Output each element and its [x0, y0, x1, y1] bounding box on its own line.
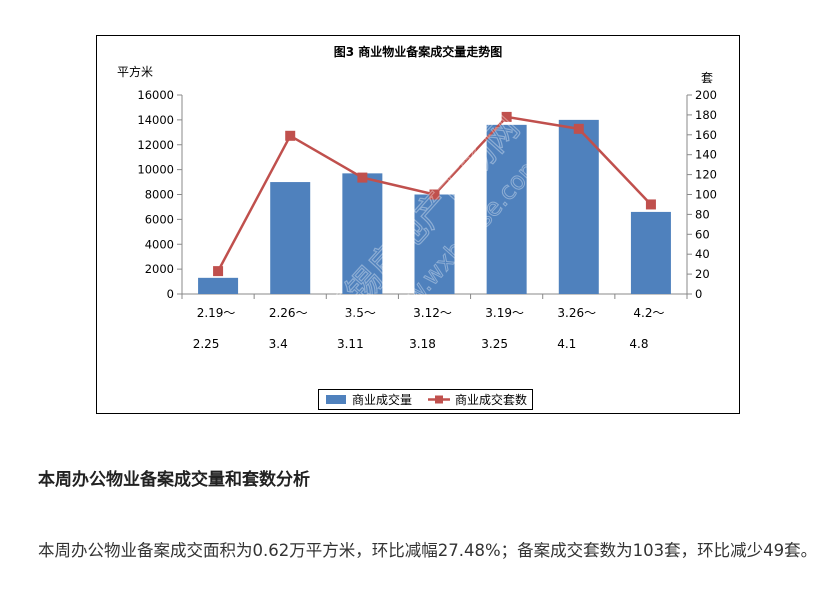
line-point: [357, 172, 368, 183]
y-right-tick-label: 80: [695, 207, 710, 221]
x-tick-label: 3.26～: [557, 306, 596, 320]
y-left-tick-label: 8000: [145, 188, 174, 202]
y-left-tick-label: 16000: [137, 88, 174, 102]
y-right-tick-label: 40: [695, 247, 710, 261]
y-right-tick-label: 160: [695, 128, 717, 142]
x-tick-label: 3.25: [481, 337, 508, 351]
y-right-tick-label: 60: [695, 227, 710, 241]
x-tick-label: 2.26～: [269, 306, 308, 320]
x-tick-label: 4.1: [557, 337, 576, 351]
legend-line-marker: [435, 395, 443, 404]
bar: [198, 277, 239, 294]
y-left-axis-label: 平方米: [117, 64, 153, 79]
y-right-axis-label: 套: [701, 71, 713, 85]
bar: [270, 182, 311, 294]
y-right-tick-label: 180: [695, 108, 717, 122]
x-tick-label: 3.12～: [413, 306, 452, 320]
line-point: [573, 123, 584, 134]
y-right-tick-label: 200: [695, 88, 717, 102]
chart-title: 图3 商业物业备案成交量走势图: [334, 44, 503, 59]
x-tick-label: 2.25: [193, 337, 220, 351]
legend-bar-label: 商业成交量: [352, 392, 412, 407]
y-left-tick-label: 12000: [137, 138, 174, 152]
analysis-text: 本周办公物业备案成交面积为0.62万平方米，环比减幅27.48%；备案成交套数为…: [38, 541, 818, 560]
legend-bar-swatch: [326, 395, 346, 404]
y-right-tick-label: 120: [695, 168, 717, 182]
chart-container: 图3 商业物业备案成交量走势图 平方米套 0 2000 4000 6000 8000 1000…: [96, 35, 740, 414]
y-left-tick-label: 4000: [145, 237, 174, 251]
y-right-tick-label: 20: [695, 267, 710, 281]
y-left-tick-label: 2000: [145, 262, 174, 276]
x-tick-label: 4.2～: [633, 306, 664, 320]
y-left-tick-label: 10000: [137, 163, 174, 177]
y-right-tick-label: 140: [695, 148, 717, 162]
x-tick-label: 3.18: [409, 337, 436, 351]
bar: [414, 194, 455, 294]
bar: [342, 173, 383, 294]
bar: [630, 211, 671, 294]
line-point: [501, 111, 512, 122]
analysis-paragraph: 本周办公物业备案成交面积为0.62万平方米，环比减幅27.48%；备案成交套数为…: [0, 534, 820, 568]
line-point: [645, 199, 656, 210]
y-right-tick-label: 0: [695, 287, 702, 301]
legend-box: [318, 389, 533, 410]
bar: [558, 119, 599, 294]
x-tick-label: 3.5～: [345, 306, 376, 320]
bar: [486, 124, 527, 294]
y-right-tick-label: 100: [695, 188, 717, 202]
line-point: [285, 130, 296, 141]
y-left-tick-label: 6000: [145, 212, 174, 226]
line-point: [213, 266, 224, 277]
legend-line-label: 商业成交套数: [455, 392, 527, 407]
x-tick-label: 2.19～: [197, 306, 236, 320]
x-tick-label: 3.4: [269, 337, 288, 351]
x-tick-label: 3.19～: [485, 306, 524, 320]
y-left-tick-label: 0: [167, 287, 174, 301]
line-point: [429, 189, 440, 200]
x-tick-label: 3.11: [337, 337, 364, 351]
y-left-tick-label: 14000: [137, 113, 174, 127]
section-heading: 本周办公物业备案成交量和套数分析: [38, 470, 310, 490]
x-tick-label: 4.8: [629, 337, 648, 351]
